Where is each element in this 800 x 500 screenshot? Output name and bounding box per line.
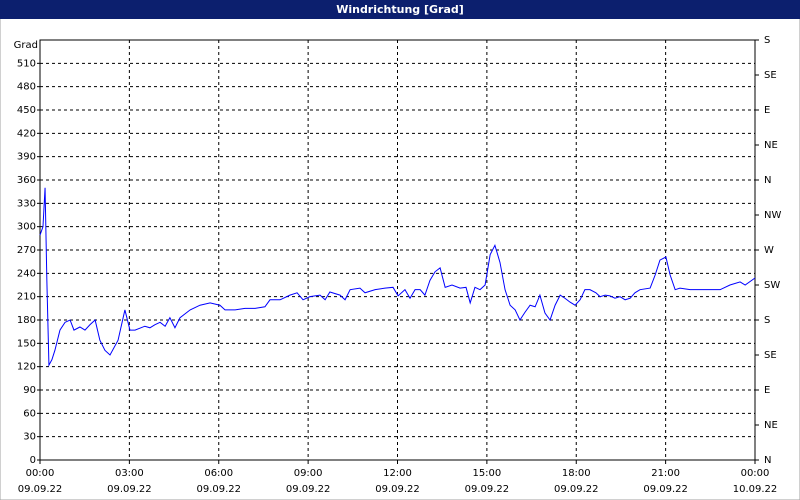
y2-tick-label: N: [764, 175, 771, 186]
x-tick-date: 09.09.22: [286, 484, 331, 495]
x-tick-date: 09.09.22: [196, 484, 241, 495]
x-tick-date: 09.09.22: [643, 484, 688, 495]
x-tick-date: 09.09.22: [375, 484, 420, 495]
x-tick-date: 09.09.22: [18, 484, 63, 495]
y-tick-label: 240: [17, 268, 36, 279]
y-tick-label: 150: [17, 338, 36, 349]
x-tick-label: 21:00: [651, 468, 680, 479]
y2-tick-label: S: [764, 315, 770, 326]
x-tick-date: 09.09.22: [107, 484, 152, 495]
y2-tick-label: E: [764, 105, 770, 116]
title-bar: [0, 0, 800, 19]
x-tick-label: 00:00: [26, 468, 55, 479]
y-tick-label: 210: [17, 292, 36, 303]
y-tick-label: 390: [17, 152, 36, 163]
y2-tick-label: N: [764, 455, 771, 466]
y-axis-label: Grad: [14, 40, 38, 51]
y2-tick-label: W: [764, 245, 774, 256]
x-tick-label: 09:00: [294, 468, 323, 479]
x-tick-label: 03:00: [115, 468, 144, 479]
y-tick-label: 30: [23, 432, 36, 443]
y2-tick-label: NW: [764, 210, 781, 221]
x-tick-label: 12:00: [383, 468, 412, 479]
y2-tick-label: SE: [764, 350, 777, 361]
y2-tick-label: SE: [764, 70, 777, 81]
y-tick-label: 480: [17, 82, 36, 93]
y-tick-label: 0: [30, 455, 36, 466]
chart-title: Windrichtung [Grad]: [336, 3, 464, 16]
y-tick-label: 90: [23, 385, 36, 396]
y-tick-label: 420: [17, 128, 36, 139]
y2-tick-label: S: [764, 35, 770, 46]
y-tick-label: 450: [17, 105, 36, 116]
y2-tick-label: NE: [764, 420, 778, 431]
x-tick-label: 18:00: [562, 468, 591, 479]
y-tick-label: 60: [23, 408, 36, 419]
y-tick-label: 300: [17, 222, 36, 233]
x-tick-label: 00:00: [741, 468, 770, 479]
x-tick-date: 09.09.22: [554, 484, 599, 495]
y-tick-label: 120: [17, 362, 36, 373]
y2-tick-label: E: [764, 385, 770, 396]
x-tick-date: 09.09.22: [465, 484, 510, 495]
x-tick-label: 15:00: [472, 468, 501, 479]
y-tick-label: 360: [17, 175, 36, 186]
data-line: [39, 187, 756, 367]
x-tick-label: 06:00: [204, 468, 233, 479]
y2-tick-label: NE: [764, 140, 778, 151]
y-tick-label: 180: [17, 315, 36, 326]
y2-tick-label: SW: [764, 280, 780, 291]
y-tick-label: 270: [17, 245, 36, 256]
y-tick-label: 510: [17, 58, 36, 69]
x-tick-date: 10.09.22: [733, 484, 778, 495]
y-tick-label: 330: [17, 198, 36, 209]
